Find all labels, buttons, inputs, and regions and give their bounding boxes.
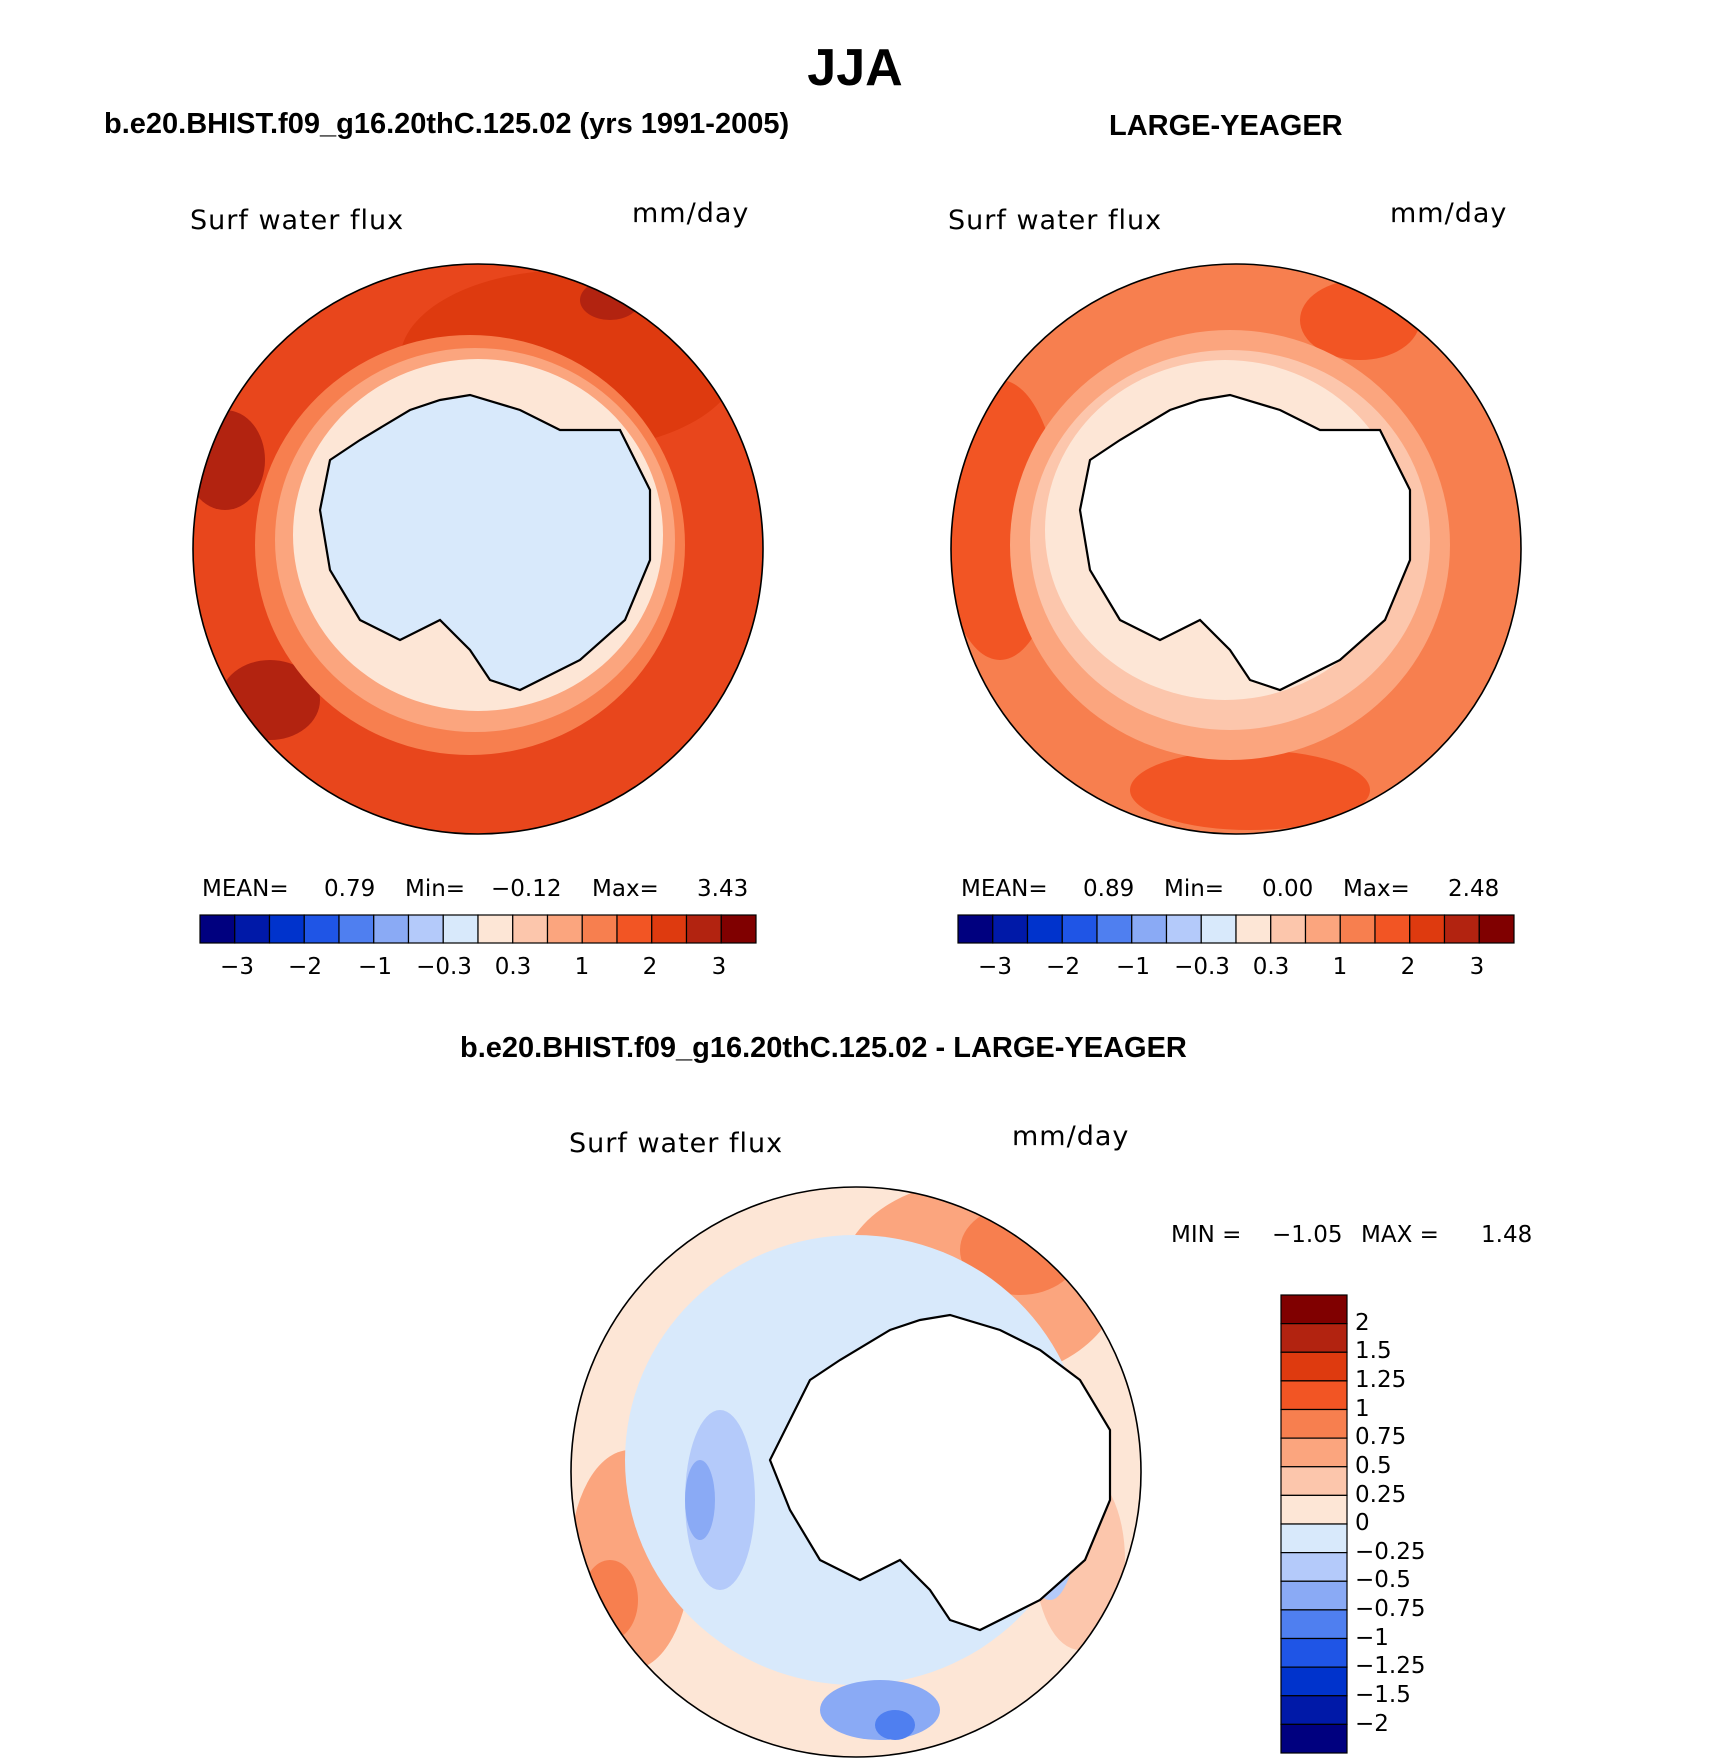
- model-colorbar: [199, 914, 757, 944]
- obs-min-label: Min=: [1164, 876, 1225, 902]
- model-colorbar-tick: 0.3: [494, 954, 532, 980]
- diff-max-label: MAX =: [1361, 1222, 1439, 1248]
- model-mean-label: MEAN=: [202, 876, 289, 902]
- model-mean-value: 0.79: [324, 876, 376, 902]
- diff-colorbar: [1280, 1294, 1348, 1754]
- diff-colorbar-tick: 1.5: [1355, 1338, 1392, 1364]
- diff-colorbar-tick: 0: [1355, 1510, 1370, 1536]
- obs-colorbar-tick: −1: [1116, 954, 1150, 980]
- obs-max-label: Max=: [1343, 876, 1410, 902]
- figure-title: JJA: [807, 39, 903, 97]
- diff-colorbar-tick: −1: [1355, 1625, 1389, 1651]
- diff-colorbar-swatch: [1280, 1609, 1348, 1640]
- obs-colorbar-tick: 3: [1469, 954, 1485, 980]
- model-colorbar-tick: −1: [358, 954, 392, 980]
- diff-colorbar-tick: −1.25: [1355, 1653, 1426, 1679]
- model-colorbar-tick: 1: [574, 954, 590, 980]
- diff-colorbar-swatch: [1280, 1580, 1348, 1611]
- model-variable-label: Surf water flux: [190, 205, 405, 236]
- diff-colorbar-swatch: [1280, 1666, 1348, 1697]
- obs-max-value: 2.48: [1448, 876, 1500, 902]
- obs-colorbar-swatch: [957, 914, 994, 944]
- diff-colorbar-swatch: [1280, 1637, 1348, 1668]
- diff-colorbar-tick: −0.5: [1355, 1567, 1411, 1593]
- obs-variable-label: Surf water flux: [948, 205, 1163, 236]
- model-colorbar-swatch: [685, 914, 722, 944]
- obs-colorbar-tick: 0.3: [1252, 954, 1290, 980]
- obs-colorbar-swatch: [1478, 914, 1515, 944]
- obs-colorbar-swatch: [1165, 914, 1202, 944]
- model-colorbar-tick: −0.3: [416, 954, 472, 980]
- diff-variable-label: Surf water flux: [569, 1128, 784, 1159]
- model-colorbar-swatch: [651, 914, 688, 944]
- diff-colorbar-swatch: [1280, 1723, 1348, 1754]
- model-colorbar-swatch: [581, 914, 618, 944]
- model-colorbar-swatch: [720, 914, 757, 944]
- diff-colorbar-swatch: [1280, 1294, 1348, 1325]
- model-max-value: 3.43: [697, 876, 749, 902]
- model-colorbar-tick: −2: [288, 954, 322, 980]
- obs-units-label: mm/day: [1390, 198, 1508, 229]
- diff-colorbar-swatch: [1280, 1695, 1348, 1725]
- diff-colorbar-swatch: [1280, 1466, 1348, 1496]
- model-min-label: Min=: [405, 876, 466, 902]
- diff-colorbar-swatch: [1280, 1380, 1348, 1411]
- diff-colorbar-tick: −1.5: [1355, 1682, 1411, 1708]
- diff-colorbar-tick: 0.5: [1355, 1453, 1392, 1479]
- model-colorbar-tick: −3: [220, 954, 254, 980]
- obs-colorbar-swatch: [1409, 914, 1446, 944]
- obs-panel-title: LARGE-YEAGER: [1109, 110, 1343, 142]
- diff-colorbar-tick: 1.25: [1355, 1367, 1407, 1393]
- obs-colorbar-tick: 1: [1332, 954, 1348, 980]
- diff-colorbar-swatch: [1280, 1323, 1348, 1353]
- diff-colorbar-swatch: [1280, 1552, 1348, 1582]
- diff-colorbar-tick: −2: [1355, 1711, 1389, 1737]
- obs-colorbar-swatch: [1270, 914, 1307, 944]
- model-colorbar-swatch: [477, 914, 514, 944]
- diff-colorbar-swatch: [1280, 1523, 1348, 1554]
- obs-colorbar-tick: −0.3: [1174, 954, 1230, 980]
- obs-min-value: 0.00: [1262, 876, 1314, 902]
- diff-colorbar-tick: 1: [1355, 1396, 1370, 1422]
- diff-colorbar-swatch: [1280, 1408, 1348, 1439]
- diff-min-label: MIN =: [1171, 1222, 1242, 1248]
- diff-max-value: 1.48: [1481, 1222, 1533, 1248]
- model-colorbar-swatch: [234, 914, 271, 944]
- diff-colorbar-tick: −0.75: [1355, 1596, 1426, 1622]
- obs-colorbar-tick: 2: [1400, 954, 1416, 980]
- diff-units-label: mm/day: [1012, 1121, 1130, 1152]
- model-max-label: Max=: [592, 876, 659, 902]
- model-colorbar-tick: 2: [642, 954, 658, 980]
- model-units-label: mm/day: [632, 198, 750, 229]
- obs-mean-label: MEAN=: [961, 876, 1048, 902]
- diff-colorbar-tick: 0.75: [1355, 1424, 1407, 1450]
- model-colorbar-swatch: [546, 914, 583, 944]
- model-colorbar-swatch: [442, 914, 479, 944]
- diff-colorbar-tick: −0.25: [1355, 1539, 1426, 1565]
- obs-colorbar-tick: −3: [978, 954, 1012, 980]
- model-panel-title: b.e20.BHIST.f09_g16.20thC.125.02 (yrs 19…: [104, 108, 790, 140]
- diff-colorbar-tick: 2: [1355, 1310, 1370, 1336]
- obs-colorbar-tick: −2: [1046, 954, 1080, 980]
- model-colorbar-swatch: [199, 914, 236, 944]
- diff-colorbar-swatch: [1280, 1494, 1348, 1525]
- obs-colorbar-swatch: [1096, 914, 1133, 944]
- model-colorbar-swatch: [268, 914, 305, 944]
- obs-colorbar-swatch: [992, 914, 1029, 944]
- diff-colorbar-swatch: [1280, 1351, 1348, 1382]
- diff-min-value: −1.05: [1272, 1222, 1343, 1248]
- diff-colorbar-swatch: [1280, 1437, 1348, 1468]
- model-min-value: −0.12: [491, 876, 562, 902]
- obs-colorbar: [957, 914, 1515, 944]
- obs-mean-value: 0.89: [1083, 876, 1135, 902]
- obs-colorbar-swatch: [1235, 914, 1272, 944]
- model-colorbar-tick: 3: [711, 954, 727, 980]
- diff-panel-title: b.e20.BHIST.f09_g16.20thC.125.02 - LARGE…: [460, 1032, 1187, 1064]
- obs-colorbar-swatch: [1374, 914, 1411, 944]
- diff-colorbar-tick: 0.25: [1355, 1482, 1407, 1508]
- obs-colorbar-swatch: [1339, 914, 1376, 944]
